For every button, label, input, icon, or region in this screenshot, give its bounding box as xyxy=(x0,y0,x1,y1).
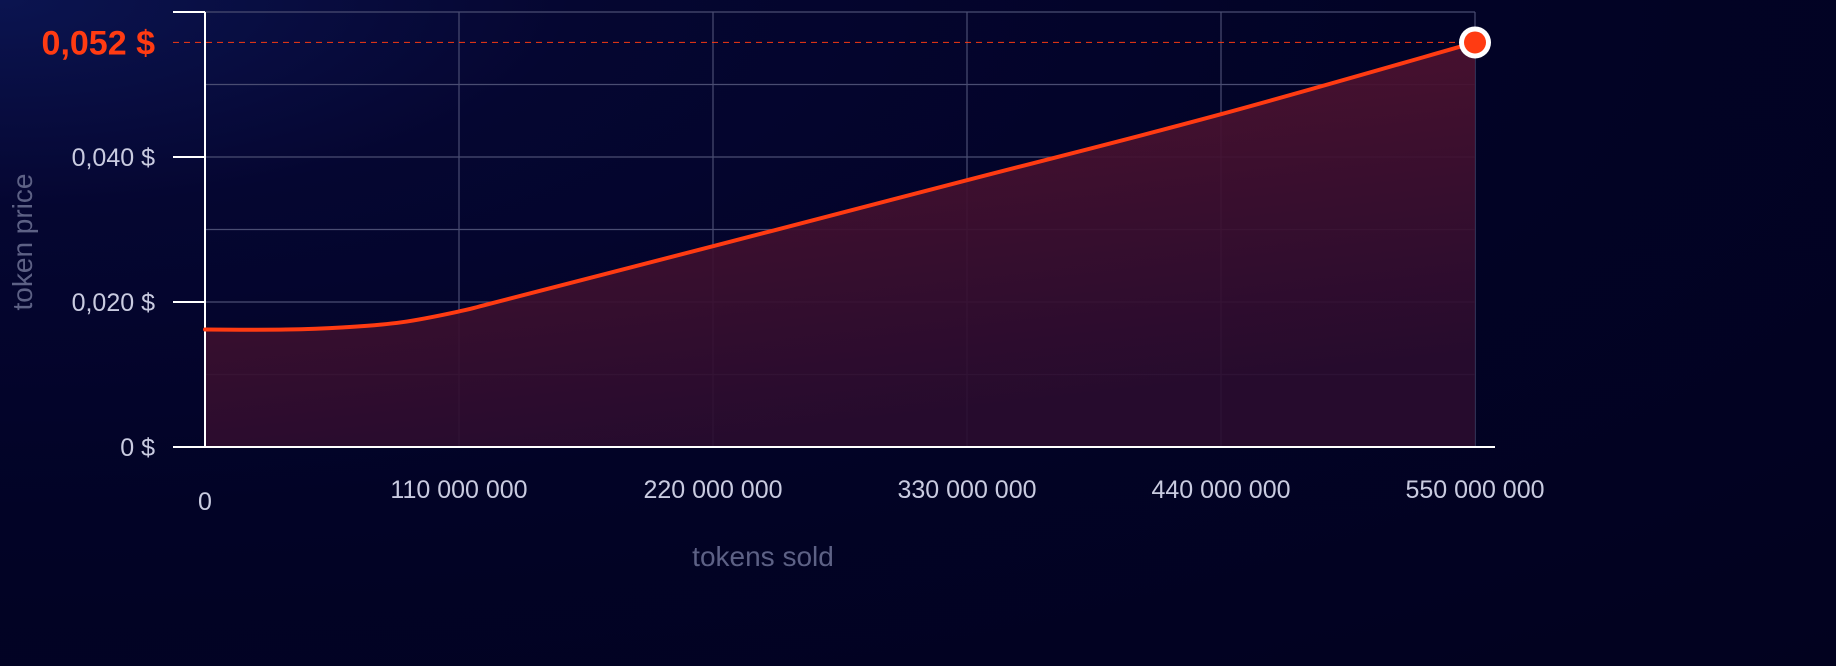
x-tick-label: 440 000 000 xyxy=(1151,476,1290,504)
series-line xyxy=(203,40,1477,332)
y-axis-title: token price xyxy=(7,174,38,311)
x-tick-label: 330 000 000 xyxy=(897,476,1036,504)
x-tick-label: 0 xyxy=(198,488,212,516)
highlight-price-label: 0,052 $ xyxy=(42,24,156,62)
highlight-marker xyxy=(1459,26,1491,59)
x-tick-label: 550 000 000 xyxy=(1405,476,1544,504)
ticks xyxy=(173,156,205,303)
y-tick-label: 0,040 $ xyxy=(72,144,156,172)
x-tick-label: 220 000 000 xyxy=(643,476,782,504)
x-axis-title: tokens sold xyxy=(692,541,834,572)
y-tick-label: 0 $ xyxy=(120,434,155,462)
area-fill xyxy=(205,42,1475,447)
y-tick-label: 0,020 $ xyxy=(72,289,156,317)
x-tick-label: 110 000 000 xyxy=(390,476,527,504)
highlight-marker-dot xyxy=(1464,31,1486,54)
tick-labels: 0 $ 0,020 $ 0,040 $ 0 110 000 000 220 000 000… xyxy=(72,144,1545,516)
axes xyxy=(173,11,1495,448)
